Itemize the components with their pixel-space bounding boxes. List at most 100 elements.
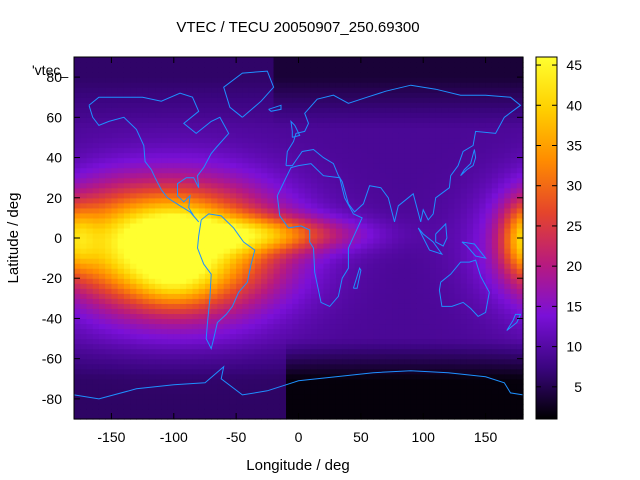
heatmap-cell <box>161 383 169 390</box>
heatmap-cell <box>204 87 212 93</box>
heatmap-cell <box>379 388 387 395</box>
heatmap-cell <box>460 172 468 179</box>
heatmap-cell <box>298 207 306 214</box>
heatmap-cell <box>298 137 306 144</box>
heatmap-cell <box>74 157 81 164</box>
heatmap-cell <box>117 358 125 365</box>
heatmap-cell <box>454 112 462 118</box>
heatmap-cell <box>204 97 212 103</box>
heatmap-cell <box>342 92 349 98</box>
heatmap-cell <box>360 117 368 123</box>
heatmap-cell <box>310 373 318 380</box>
heatmap-cell <box>167 258 175 264</box>
heatmap-cell <box>161 398 169 405</box>
heatmap-cell <box>261 97 268 103</box>
heatmap-cell <box>392 413 399 420</box>
heatmap-cell <box>148 202 156 209</box>
heatmap-cell <box>273 413 281 420</box>
heatmap-cell <box>273 288 281 294</box>
heatmap-cell <box>173 177 181 184</box>
heatmap-cell <box>204 107 212 113</box>
heatmap-cell <box>448 227 456 234</box>
heatmap-cell <box>248 72 256 78</box>
heatmap-cell <box>466 97 474 103</box>
heatmap-cell <box>310 152 318 159</box>
heatmap-cell <box>485 137 493 144</box>
heatmap-cell <box>435 398 443 405</box>
heatmap-cell <box>242 353 250 360</box>
heatmap-cell <box>286 413 293 420</box>
heatmap-cell <box>435 353 443 360</box>
heatmap-cell <box>279 378 287 385</box>
heatmap-cell <box>454 62 462 68</box>
heatmap-cell <box>491 202 499 209</box>
heatmap-cell <box>279 102 287 108</box>
heatmap-cell <box>261 348 268 355</box>
heatmap-cell <box>286 147 293 154</box>
heatmap-cell <box>466 258 474 264</box>
heatmap-cell <box>473 107 480 113</box>
heatmap-cell <box>155 67 162 73</box>
heatmap-cell <box>161 343 169 350</box>
heatmap-cell <box>92 107 100 113</box>
heatmap-cell <box>186 142 194 149</box>
heatmap-cell <box>348 72 356 78</box>
heatmap-cell <box>198 373 206 380</box>
heatmap-cell <box>448 107 456 113</box>
heatmap-cell <box>385 77 393 83</box>
heatmap-cell <box>236 398 243 405</box>
heatmap-cell <box>123 142 131 149</box>
heatmap-cell <box>429 378 437 385</box>
heatmap-cell <box>335 137 343 144</box>
heatmap-cell <box>167 137 175 144</box>
heatmap-cell <box>92 172 100 179</box>
heatmap-cell <box>367 268 374 274</box>
heatmap-cell <box>479 408 487 415</box>
heatmap-cell <box>348 92 356 98</box>
heatmap-cell <box>80 82 88 88</box>
heatmap-cell <box>479 182 487 189</box>
heatmap-cell <box>385 217 393 224</box>
heatmap-cell <box>392 348 399 355</box>
heatmap-cell <box>286 328 293 335</box>
heatmap-cell <box>173 97 181 103</box>
heatmap-cell <box>111 348 119 355</box>
heatmap-cell <box>74 398 81 405</box>
heatmap-cell <box>161 368 169 375</box>
heatmap-cell <box>460 368 468 375</box>
heatmap-cell <box>192 358 200 365</box>
heatmap-cell <box>398 132 406 139</box>
heatmap-cell <box>404 353 412 360</box>
heatmap-cell <box>491 67 499 73</box>
heatmap-cell <box>335 67 343 73</box>
heatmap-cell <box>373 288 381 294</box>
heatmap-cell <box>348 398 356 405</box>
heatmap-cell <box>423 197 431 204</box>
heatmap-cell <box>373 373 381 380</box>
heatmap-cell <box>416 207 424 214</box>
heatmap-cell <box>254 398 262 405</box>
heatmap-cell <box>473 363 480 370</box>
heatmap-cell <box>74 142 81 149</box>
heatmap-cell <box>304 177 312 184</box>
heatmap-cell <box>192 167 200 174</box>
heatmap-cell <box>261 313 268 320</box>
heatmap-cell <box>416 363 424 370</box>
heatmap-cell <box>298 67 306 73</box>
heatmap-cell <box>317 77 325 83</box>
heatmap-cell <box>117 177 125 184</box>
heatmap-cell <box>211 363 219 370</box>
heatmap-cell <box>329 363 337 370</box>
heatmap-cell <box>392 132 399 139</box>
heatmap-cell <box>342 207 349 214</box>
heatmap-cell <box>198 77 206 83</box>
heatmap-cell <box>236 368 243 375</box>
heatmap-cell <box>167 92 175 98</box>
heatmap-cell <box>392 313 399 320</box>
heatmap-cell <box>473 343 480 350</box>
heatmap-cell <box>329 162 337 169</box>
heatmap-cell <box>317 192 325 199</box>
heatmap-cell <box>173 207 181 214</box>
heatmap-cell <box>404 127 412 134</box>
heatmap-cell <box>398 177 406 184</box>
